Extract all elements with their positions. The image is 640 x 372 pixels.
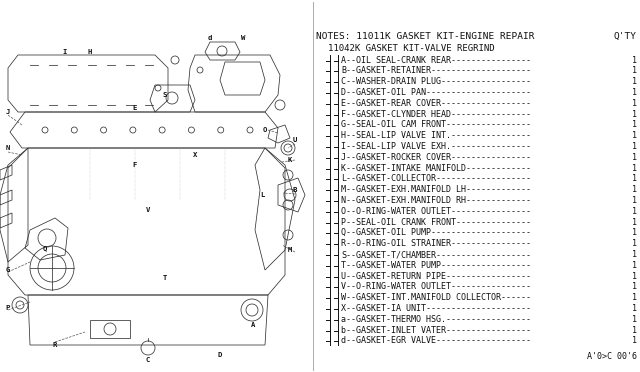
Text: W--GASKET-INT.MANIFOLD COLLECTOR------: W--GASKET-INT.MANIFOLD COLLECTOR------ <box>341 293 531 302</box>
Text: C--WASHER-DRAIN PLUG------------------: C--WASHER-DRAIN PLUG------------------ <box>341 77 531 86</box>
Text: N: N <box>6 145 10 151</box>
Text: 1: 1 <box>632 261 637 270</box>
Text: K--GASKET-INTAKE MANIFOLD-------------: K--GASKET-INTAKE MANIFOLD------------- <box>341 164 531 173</box>
Text: 1: 1 <box>632 239 637 248</box>
Text: 1: 1 <box>632 315 637 324</box>
Text: 1: 1 <box>632 131 637 140</box>
Text: X--GASKET-IA UNIT---------------------: X--GASKET-IA UNIT--------------------- <box>341 304 531 313</box>
Text: E: E <box>133 105 137 111</box>
Text: C: C <box>146 357 150 363</box>
Text: A'0>C 00'6: A'0>C 00'6 <box>587 352 637 361</box>
Text: P--SEAL-OIL CRANK FRONT---------------: P--SEAL-OIL CRANK FRONT--------------- <box>341 218 531 227</box>
Text: J--GASKET-ROCKER COVER----------------: J--GASKET-ROCKER COVER---------------- <box>341 153 531 162</box>
Text: 1: 1 <box>632 207 637 216</box>
Text: a--GASKET-THERMO HSG.-----------------: a--GASKET-THERMO HSG.----------------- <box>341 315 531 324</box>
Text: R--O-RING-OIL STRAINER----------------: R--O-RING-OIL STRAINER---------------- <box>341 239 531 248</box>
Text: 1: 1 <box>632 174 637 183</box>
Text: S--GASKET-T/CHAMBER-------------------: S--GASKET-T/CHAMBER------------------- <box>341 250 531 259</box>
Text: E--GASKET-REAR COVER------------------: E--GASKET-REAR COVER------------------ <box>341 99 531 108</box>
Text: B: B <box>293 187 297 193</box>
Text: F--GASKET-CLYNDER HEAD----------------: F--GASKET-CLYNDER HEAD---------------- <box>341 110 531 119</box>
Text: d--GASKET-EGR VALVE-------------------: d--GASKET-EGR VALVE------------------- <box>341 336 531 345</box>
Text: 1: 1 <box>632 77 637 86</box>
Text: 1: 1 <box>632 55 637 65</box>
Text: V--O-RING-WATER OUTLET----------------: V--O-RING-WATER OUTLET---------------- <box>341 282 531 291</box>
Text: S: S <box>163 92 167 98</box>
Text: 1: 1 <box>632 99 637 108</box>
Text: O: O <box>263 127 267 133</box>
Text: 1: 1 <box>632 218 637 227</box>
Text: M--GASKET-EXH.MANIFOLD LH-------------: M--GASKET-EXH.MANIFOLD LH------------- <box>341 185 531 194</box>
Text: B--GASKET-RETAINER--------------------: B--GASKET-RETAINER-------------------- <box>341 66 531 76</box>
Text: 1: 1 <box>632 88 637 97</box>
Text: U: U <box>293 137 297 143</box>
Text: M: M <box>288 247 292 253</box>
Text: 1: 1 <box>632 282 637 291</box>
Text: G: G <box>6 267 10 273</box>
Text: V: V <box>146 207 150 213</box>
Text: 1: 1 <box>632 272 637 280</box>
Text: 1: 1 <box>632 142 637 151</box>
Text: L--GASKET-COLLECTOR-------------------: L--GASKET-COLLECTOR------------------- <box>341 174 531 183</box>
Text: F: F <box>133 162 137 168</box>
Text: R: R <box>53 342 57 348</box>
Text: X: X <box>193 152 197 158</box>
Text: 1: 1 <box>632 336 637 345</box>
Text: A: A <box>251 322 255 328</box>
Text: I: I <box>63 49 67 55</box>
Text: J: J <box>6 109 10 115</box>
Text: N--GASKET-EXH.MANIFOLD RH-------------: N--GASKET-EXH.MANIFOLD RH------------- <box>341 196 531 205</box>
Text: 1: 1 <box>632 293 637 302</box>
Text: G--SEAL-OIL CAM FRONT-----------------: G--SEAL-OIL CAM FRONT----------------- <box>341 121 531 129</box>
Text: H: H <box>88 49 92 55</box>
Text: K: K <box>288 157 292 163</box>
Text: d: d <box>208 35 212 41</box>
Text: D: D <box>218 352 222 358</box>
Text: T--GASKET-WATER PUMP------------------: T--GASKET-WATER PUMP------------------ <box>341 261 531 270</box>
Text: O--O-RING-WATER OUTLET----------------: O--O-RING-WATER OUTLET---------------- <box>341 207 531 216</box>
Text: 1: 1 <box>632 196 637 205</box>
Text: 1: 1 <box>632 164 637 173</box>
Text: 1: 1 <box>632 250 637 259</box>
Text: 1: 1 <box>632 121 637 129</box>
Text: L: L <box>260 192 264 198</box>
Text: Q'TY: Q'TY <box>614 32 637 41</box>
Text: 1: 1 <box>632 110 637 119</box>
Text: T: T <box>163 275 167 281</box>
Text: A--OIL SEAL-CRANK REAR----------------: A--OIL SEAL-CRANK REAR---------------- <box>341 55 531 65</box>
Text: P: P <box>6 305 10 311</box>
Text: 1: 1 <box>632 304 637 313</box>
Text: Q--GASKET-OIL PUMP--------------------: Q--GASKET-OIL PUMP-------------------- <box>341 228 531 237</box>
Text: 1: 1 <box>632 66 637 76</box>
Text: U--GASKET-RETURN PIPE-----------------: U--GASKET-RETURN PIPE----------------- <box>341 272 531 280</box>
Text: Q: Q <box>43 245 47 251</box>
Text: H--SEAL-LIP VALVE INT.----------------: H--SEAL-LIP VALVE INT.---------------- <box>341 131 531 140</box>
Text: 11042K GASKET KIT-VALVE REGRIND: 11042K GASKET KIT-VALVE REGRIND <box>328 44 495 53</box>
Text: NOTES: 11011K GASKET KIT-ENGINE REPAIR: NOTES: 11011K GASKET KIT-ENGINE REPAIR <box>316 32 534 41</box>
Text: 1: 1 <box>632 228 637 237</box>
Text: 1: 1 <box>632 185 637 194</box>
Text: I--SEAL-LIP VALVE EXH.----------------: I--SEAL-LIP VALVE EXH.---------------- <box>341 142 531 151</box>
Text: W: W <box>241 35 245 41</box>
Text: b--GASKET-INLET VATER-----------------: b--GASKET-INLET VATER----------------- <box>341 326 531 334</box>
Text: 1: 1 <box>632 153 637 162</box>
Text: 1: 1 <box>632 326 637 334</box>
Text: D--GASKET-OIL PAN---------------------: D--GASKET-OIL PAN--------------------- <box>341 88 531 97</box>
